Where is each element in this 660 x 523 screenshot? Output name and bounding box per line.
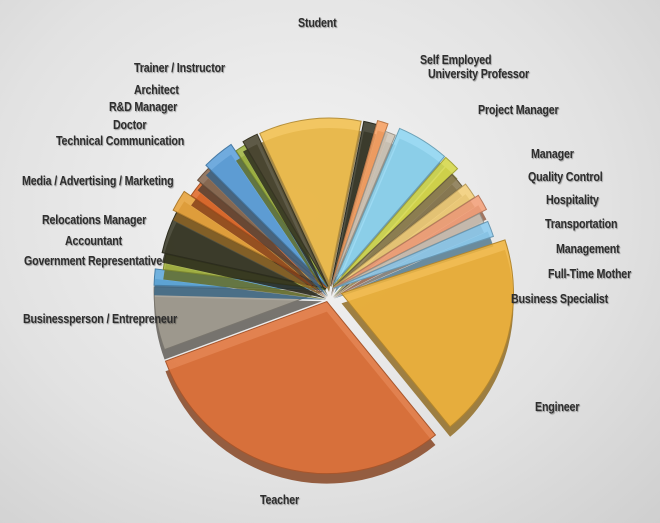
- label-project-manager: Project Manager: [478, 102, 559, 117]
- label-architect: Architect: [134, 82, 179, 97]
- pie-slice-engineer: [340, 239, 515, 437]
- label-full-time-mother: Full-Time Mother: [548, 266, 632, 281]
- label-self-employed: Self Employed: [420, 52, 492, 67]
- label-quality-control: Quality Control: [528, 169, 603, 184]
- pie-slice-r-d-manager: [205, 143, 328, 297]
- label-government-representative: Government Representative: [24, 253, 163, 268]
- label-business-specialist: Business Specialist: [511, 291, 609, 306]
- label-trainer-instructor: Trainer / Instructor: [134, 60, 225, 75]
- pie-slice-business-specialist: [333, 220, 495, 299]
- label-doctor: Doctor: [113, 117, 147, 132]
- label-management: Management: [556, 241, 620, 256]
- pie-slice-teacher: [164, 300, 437, 484]
- pie-slice-businessperson-entrepreneur: [153, 286, 323, 360]
- label-rd-manager: R&D Manager: [109, 99, 178, 114]
- label-student: Student: [298, 15, 337, 30]
- label-hospitality: Hospitality: [546, 192, 599, 207]
- label-teacher: Teacher: [260, 492, 299, 507]
- label-relocations-manager: Relocations Manager: [42, 212, 147, 227]
- label-transportation: Transportation: [545, 216, 618, 231]
- label-university-professor: University Professor: [428, 66, 530, 81]
- pie-slice-trainer-instructor: [242, 133, 329, 297]
- pie-slice-student: [259, 117, 362, 293]
- label-accountant: Accountant: [65, 233, 123, 248]
- label-technical-communication: Technical Communication: [56, 133, 185, 148]
- label-engineer: Engineer: [535, 399, 580, 414]
- label-businessperson: Businessperson / Entrepreneur: [23, 311, 178, 326]
- label-media-advertising-marketing: Media / Advertising / Marketing: [22, 173, 174, 188]
- label-manager: Manager: [531, 146, 574, 161]
